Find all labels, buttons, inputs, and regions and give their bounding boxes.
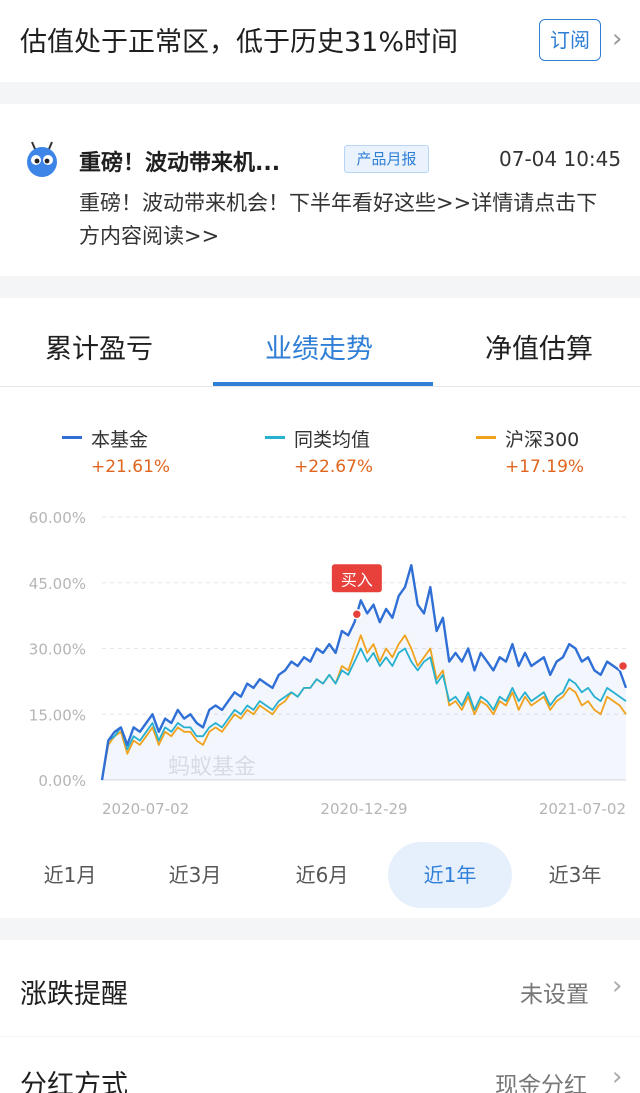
range-1-year[interactable]: 近1年 — [388, 842, 512, 908]
x-tick-label: 2021-07-02 — [539, 800, 626, 818]
valuation-text: 估值处于正常区，低于历史31%时间 — [20, 27, 459, 58]
news-tag-badge: 产品月报 — [344, 145, 429, 173]
price-alert-label: 涨跌提醒 — [20, 979, 128, 1010]
dividend-method-label: 分红方式 — [20, 1070, 128, 1093]
ant-mascot-icon — [27, 141, 57, 177]
watermark-text: 蚂蚁基金 — [168, 755, 256, 780]
chevron-right-icon[interactable]: › — [612, 24, 623, 54]
end-point — [617, 660, 629, 672]
dividend-method-row[interactable]: 分红方式 现金分红 › — [0, 1037, 640, 1093]
y-tick-label: 30.00% — [29, 641, 86, 659]
series-line-2 — [101, 634, 627, 781]
y-tick-label: 45.00% — [29, 575, 86, 593]
chevron-right-icon: › — [612, 971, 623, 1001]
legend-return: +17.19% — [505, 457, 585, 477]
x-tick-label: 2020-07-02 — [102, 800, 189, 818]
x-tick-label: 2020-12-29 — [320, 800, 407, 818]
tab-performance-trend[interactable]: 业绩走势 — [265, 334, 373, 365]
range-3-months[interactable]: 近3月 — [168, 863, 222, 887]
range-6-months[interactable]: 近6月 — [295, 863, 349, 887]
buy-point — [351, 609, 363, 620]
news-title[interactable]: 重磅！波动带来机... — [79, 151, 281, 176]
tabs-divider — [0, 386, 640, 387]
price-alert-row[interactable]: 涨跌提醒 未设置 › — [0, 940, 640, 1036]
series-area-fill — [102, 565, 626, 780]
tab-nav-estimate[interactable]: 净值估算 — [485, 334, 593, 365]
buy-badge — [331, 564, 382, 593]
tab-cumulative-pnl[interactable]: 累计盈亏 — [45, 334, 153, 365]
active-tab-indicator — [213, 382, 433, 386]
news-body-text[interactable]: 重磅！波动带来机会！下半年看好这些>>详情请点击下方内容阅读>> — [79, 191, 598, 248]
range-3-years[interactable]: 近3年 — [548, 863, 602, 887]
legend-swatch — [476, 436, 496, 439]
news-timestamp: 07-04 10:45 — [499, 147, 622, 171]
y-tick-label: 15.00% — [29, 706, 86, 724]
y-tick-label: 60.00% — [29, 509, 86, 527]
valuation-banner[interactable]: 估值处于正常区，低于历史31%时间 订阅 › — [0, 0, 640, 82]
legend-name: 沪深300 — [505, 429, 580, 451]
legend-return: +21.61% — [91, 457, 171, 477]
buy-label: 买入 — [341, 570, 373, 589]
news-card[interactable] — [0, 104, 640, 276]
series-line-0 — [100, 564, 628, 781]
legend-swatch — [62, 436, 82, 439]
dividend-method-value: 现金分红 — [495, 1073, 587, 1093]
performance-card — [0, 298, 640, 918]
subscribe-button[interactable]: 订阅 — [539, 19, 601, 61]
legend-return: +22.67% — [294, 457, 374, 477]
price-alert-value: 未设置 — [520, 982, 589, 1008]
legend-swatch — [265, 436, 285, 439]
performance-line-chart[interactable]: 60.00% 45.00% 30.00% 15.00% 0.00% 2020-07-02 2… — [0, 500, 640, 830]
y-tick-label: 0.00% — [38, 772, 86, 790]
range-1-month[interactable]: 近1月 — [43, 863, 97, 887]
chevron-right-icon: › — [612, 1062, 623, 1092]
legend-name: 同类均值 — [294, 429, 371, 451]
series-line-1 — [101, 647, 627, 781]
legend-name: 本基金 — [91, 429, 149, 451]
